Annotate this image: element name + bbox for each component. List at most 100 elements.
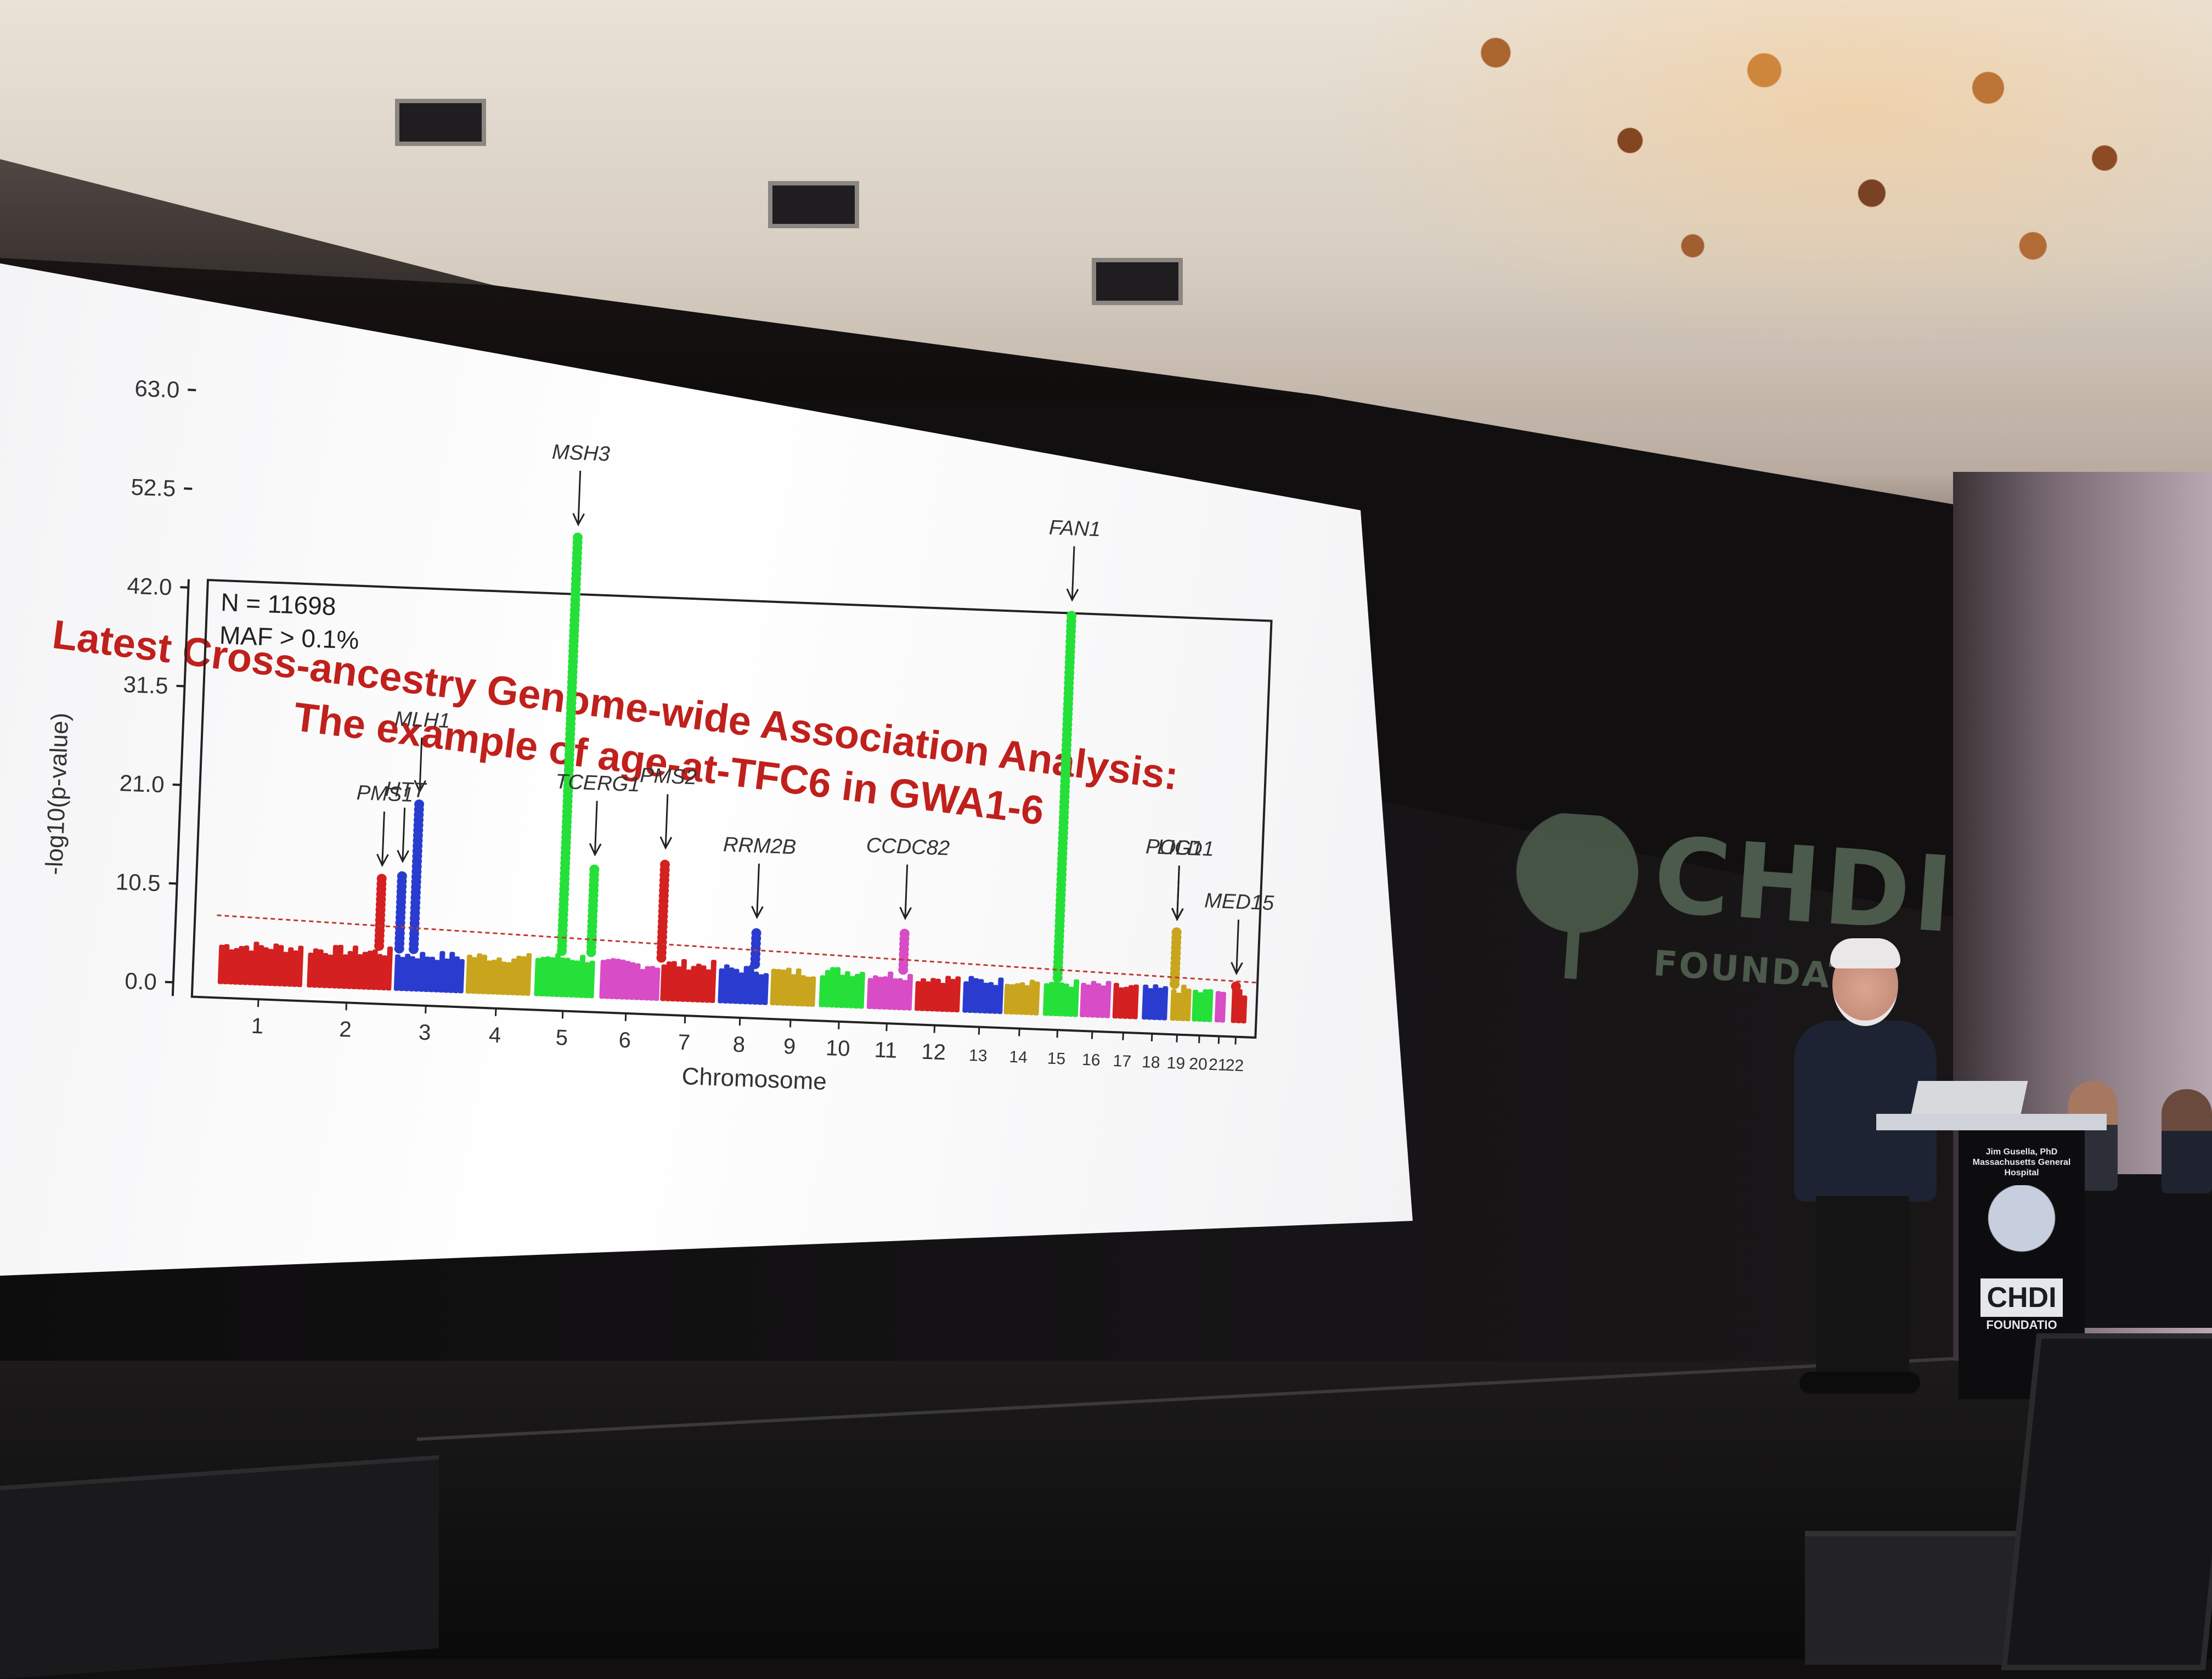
snp-point-band [599,960,606,999]
snp-point-band [604,959,611,999]
snp-point-band [1156,988,1164,1021]
snp-point-band [386,946,393,991]
snp-point-band [809,976,816,1007]
snp-point-band [833,967,841,1008]
snp-point-band [1033,981,1040,1016]
snp-point-band [267,949,274,987]
peak-gene-label: RRM2B [723,833,797,859]
snp-point [1066,611,1077,621]
snp-point [414,799,425,810]
arrow-head-icon [1171,908,1184,921]
snp-point-band [317,949,324,988]
snp-point-band [954,976,961,1013]
y-tick-mark [168,882,177,885]
snp-point-band [583,962,590,999]
snp-point-band [891,978,898,1010]
snp-point-band [453,956,460,994]
snp-point-band [876,977,883,1010]
snp-point-band [866,978,873,1010]
snp-point-band [1142,984,1149,1020]
snp-point-band [639,968,646,1001]
stage-monitor [0,1455,439,1679]
peak-gene-label: LIG1 [1157,836,1203,860]
snp-point-band [1062,983,1069,1017]
snp-point-band [886,971,894,1010]
snp-point-band [727,967,735,1004]
x-tick-label: 12 [921,1040,946,1065]
snp-point-band [634,963,641,1000]
y-axis-label: -log10(p-value) [41,712,74,876]
x-tick-label: 21 [1208,1056,1227,1074]
snp-point-band [403,954,411,991]
snp-point-band [915,981,921,1011]
ceiling-light [768,181,859,228]
snp-point-band [871,975,879,1010]
snp-point-band [443,958,450,993]
x-tick-label: 19 [1166,1054,1186,1073]
snp-point-band [1003,984,1011,1015]
snp-point-band [1147,988,1154,1020]
snp-point-band [992,984,999,1014]
snp-point-band [858,972,865,1009]
snp-point-band [520,956,527,996]
snp-point [573,532,583,543]
snp-point-band [418,951,426,992]
snp-point-band [222,944,230,984]
snp-point-band [648,966,656,1001]
snp-point-band [843,971,850,1008]
snp-point-band [588,960,595,999]
x-tick-label: 3 [418,1020,431,1045]
snp-point-band [609,958,617,999]
x-tick-label: 22 [1225,1056,1244,1075]
x-tick-label: 20 [1189,1055,1208,1073]
x-tick-label: 1 [251,1014,264,1039]
snp-point-band [901,980,908,1011]
snp-point-band [896,978,903,1011]
peak-arrow [1235,920,1240,972]
snp-point-band [838,974,845,1008]
snp-point-band [1184,988,1192,1022]
snp-point-band [371,949,378,990]
arrow-head-icon [589,843,602,857]
snp-point-band [252,942,259,986]
snp-point-band [1104,981,1111,1018]
podium-top [1876,1114,2107,1130]
snp-point-band [475,953,483,994]
y-tick-mark [165,981,173,984]
snp-point-band [972,978,979,1013]
snp-point [376,874,387,884]
snp-point-band [485,960,492,995]
snp-point-band [232,948,240,985]
y-tick-label: 10.5 [115,869,161,896]
y-tick-label: 42.0 [127,572,172,600]
snp-point-band [458,959,465,994]
snp-point-band [732,968,740,1004]
arrow-head-icon [1231,962,1243,976]
snp-point-band [262,947,269,986]
podium-logo-subtitle: FOUNDATIO [1986,1318,2057,1332]
snp-point-band [524,953,532,996]
snp-point-band [629,962,636,1000]
ceiling-light [1092,258,1183,305]
x-tick-label: 14 [1009,1048,1028,1067]
snp-point-band [578,955,586,998]
snp-point-band [296,945,304,988]
panel-table [2079,1174,2212,1328]
snp-point-band [1219,991,1226,1023]
peak-arrow [381,811,385,864]
snp-point [751,928,761,938]
snp-point-band [799,975,806,1007]
annotation-n: N = 11698 [220,588,336,621]
x-tick-mark [1217,1036,1220,1044]
y-tick-mark [180,586,189,589]
snp-point-band [554,953,561,998]
x-tick-mark [624,1013,627,1021]
snp-point-band [510,958,517,996]
x-tick-mark [1198,1035,1200,1044]
snp-point-band [881,976,888,1010]
snp-point [1231,981,1241,991]
snp-point-band [1008,984,1015,1015]
snp-point-band [351,945,359,989]
snp-point-band [336,944,344,989]
